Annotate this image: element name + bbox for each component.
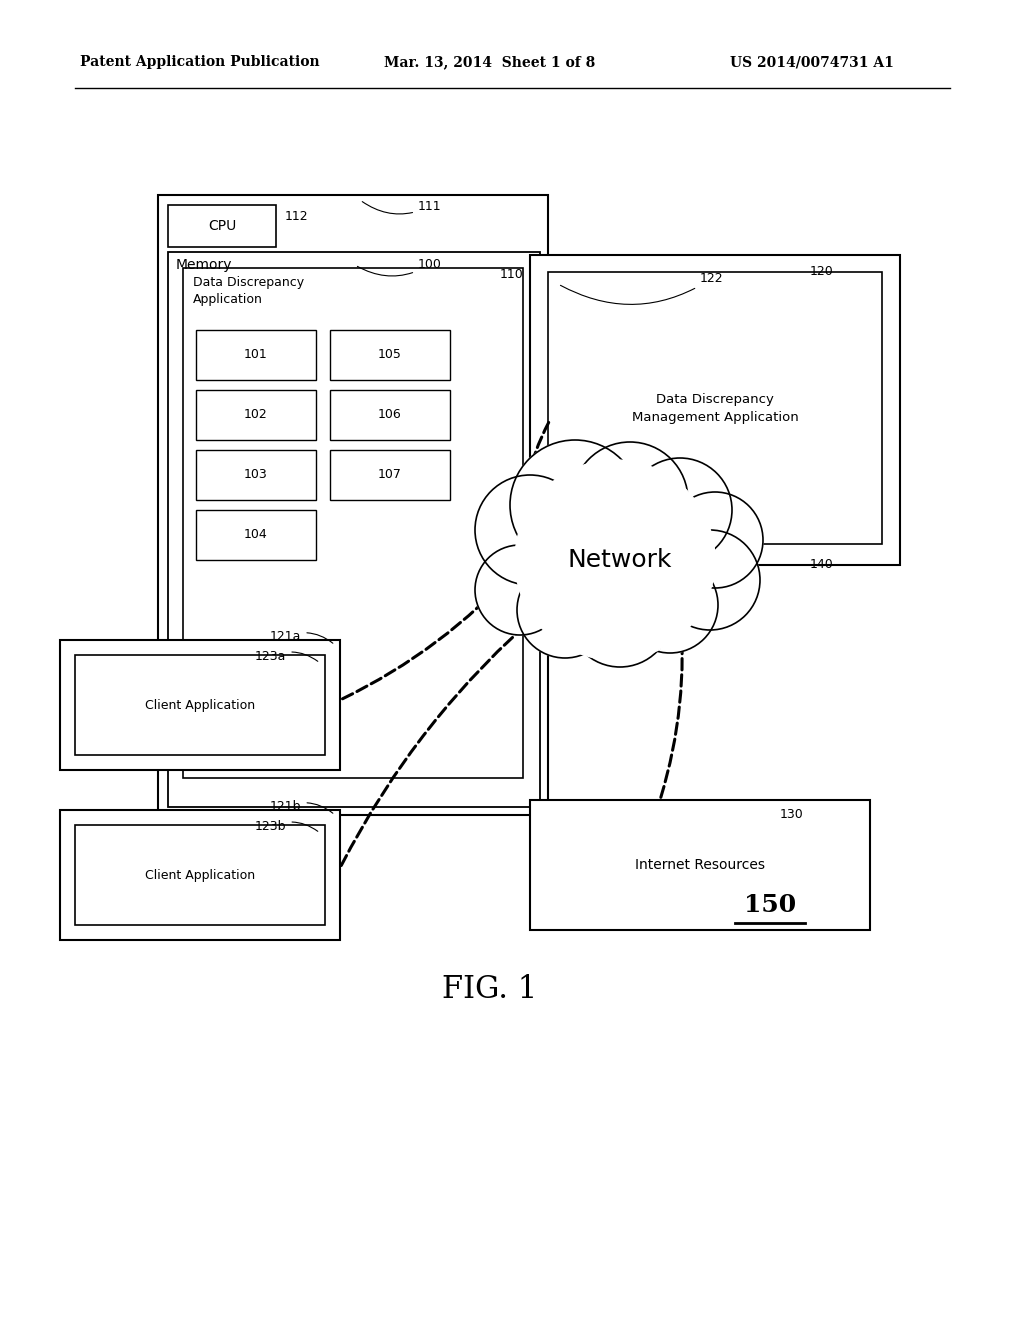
Text: Client Application: Client Application — [145, 869, 255, 882]
Bar — [75, 655, 325, 755]
Text: 121a: 121a — [270, 630, 333, 643]
Circle shape — [572, 442, 688, 558]
Bar — [196, 450, 316, 500]
Bar — [330, 389, 450, 440]
Bar — [158, 195, 548, 814]
Circle shape — [667, 492, 763, 587]
Text: Data Discrepancy
Management Application: Data Discrepancy Management Application — [632, 392, 799, 424]
Bar — [530, 255, 900, 565]
Circle shape — [568, 564, 672, 667]
Text: 122: 122 — [560, 272, 724, 305]
Text: 103: 103 — [244, 469, 268, 482]
Circle shape — [475, 545, 565, 635]
Bar — [330, 450, 450, 500]
Text: 150: 150 — [744, 894, 796, 917]
Text: 111: 111 — [362, 201, 441, 214]
Text: 123a: 123a — [255, 649, 317, 663]
Bar — [530, 800, 870, 931]
Bar — [168, 252, 540, 807]
Bar — [196, 330, 316, 380]
Text: 105: 105 — [378, 348, 402, 362]
Text: 107: 107 — [378, 469, 402, 482]
Text: 104: 104 — [244, 528, 268, 541]
Text: 121b: 121b — [270, 800, 333, 813]
Text: 110: 110 — [500, 268, 523, 281]
Text: Memory: Memory — [176, 257, 232, 272]
Text: 100: 100 — [357, 257, 442, 276]
Bar — [196, 510, 316, 560]
Text: CPU: CPU — [208, 219, 237, 234]
Text: 112: 112 — [285, 210, 308, 223]
Circle shape — [628, 458, 732, 562]
Circle shape — [475, 475, 585, 585]
Bar — [183, 268, 523, 777]
Text: Internet Resources: Internet Resources — [635, 858, 765, 873]
Circle shape — [515, 459, 715, 660]
Bar — [168, 205, 276, 247]
Text: 123b: 123b — [255, 820, 317, 833]
Bar — [60, 640, 340, 770]
Bar — [60, 810, 340, 940]
Bar — [196, 389, 316, 440]
Text: 140: 140 — [810, 558, 834, 572]
Bar — [330, 330, 450, 380]
Text: US 2014/0074731 A1: US 2014/0074731 A1 — [730, 55, 894, 69]
Text: 106: 106 — [378, 408, 401, 421]
Text: 102: 102 — [244, 408, 268, 421]
Text: FIG. 1: FIG. 1 — [442, 974, 538, 1006]
Circle shape — [622, 557, 718, 653]
Circle shape — [510, 440, 640, 570]
Text: 120: 120 — [810, 265, 834, 279]
Text: Mar. 13, 2014  Sheet 1 of 8: Mar. 13, 2014 Sheet 1 of 8 — [384, 55, 596, 69]
Text: Client Application: Client Application — [145, 698, 255, 711]
Circle shape — [660, 531, 760, 630]
Text: 101: 101 — [244, 348, 268, 362]
Text: 130: 130 — [780, 808, 804, 821]
Text: Patent Application Publication: Patent Application Publication — [80, 55, 319, 69]
Text: Data Discrepancy
Application: Data Discrepancy Application — [193, 276, 304, 306]
Bar — [75, 825, 325, 925]
Circle shape — [517, 562, 613, 657]
Bar — [548, 272, 882, 544]
Text: Network: Network — [567, 548, 672, 572]
